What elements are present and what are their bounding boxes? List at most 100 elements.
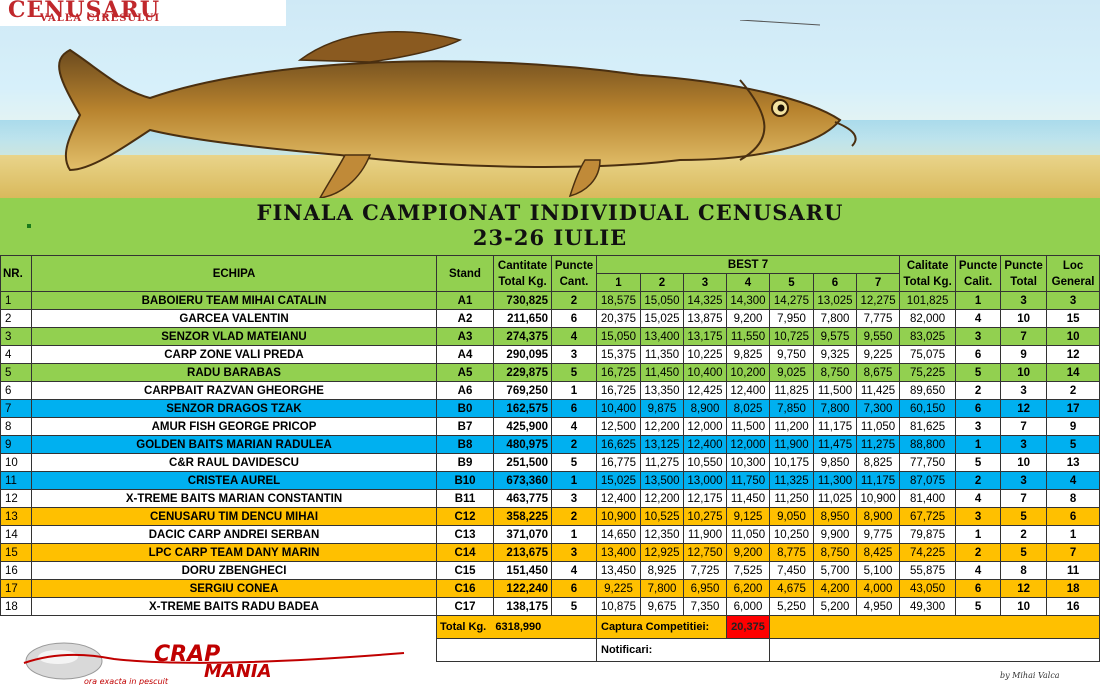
row-best-4: 11,550 (726, 327, 770, 346)
row-best-6: 9,900 (813, 525, 857, 544)
logo-text-crap: CRAP (154, 642, 220, 667)
row-best-2: 13,400 (640, 327, 684, 346)
row-puncte-calit: 1 (955, 291, 1002, 310)
row-echipa: CARP ZONE VALI PREDA (31, 345, 437, 364)
row-best-2: 7,800 (640, 579, 684, 598)
row-puncte-calit: 6 (955, 345, 1002, 364)
row-best-4: 7,525 (726, 561, 770, 580)
row-best-3: 7,350 (683, 597, 727, 616)
row-echipa: CENUSARU TIM DENCU MIHAI (31, 507, 437, 526)
row-nr: 17 (0, 579, 32, 598)
header-nr: NR. (0, 255, 32, 292)
row-best-1: 9,225 (596, 579, 641, 598)
row-loc-general: 17 (1046, 399, 1100, 418)
crapmania-logo: CRAP MANIA ora exacta in pescuit (23, 642, 405, 685)
row-nr: 14 (0, 525, 32, 544)
row-echipa: LPC CARP TEAM DANY MARIN (31, 543, 437, 562)
header-echipa: ECHIPA (31, 255, 437, 292)
row-cantitate: 274,375 (493, 327, 552, 346)
header-best-7: 7 (855, 273, 901, 292)
row-puncte-total: 3 (1000, 435, 1048, 454)
row-best-1: 12,500 (596, 417, 641, 436)
row-echipa: GOLDEN BAITS MARIAN RADULEA (31, 435, 437, 454)
row-best-5: 11,900 (769, 435, 814, 454)
row-cantitate: 371,070 (493, 525, 552, 544)
row-puncte-total: 7 (1000, 489, 1048, 508)
logo-text-mania: MANIA (204, 661, 272, 682)
row-best-6: 9,325 (813, 345, 857, 364)
row-calitate: 87,075 (899, 471, 957, 490)
row-puncte-cant: 3 (551, 543, 597, 562)
row-best-1: 15,025 (596, 471, 641, 490)
table-row: 17 SERGIU CONEA C16 122,240 6 9,225 7,800 6,950… (0, 579, 1100, 598)
row-best-5: 10,250 (769, 525, 814, 544)
row-best-7: 12,275 (855, 291, 901, 310)
row-cantitate: 730,825 (493, 291, 552, 310)
row-best-6: 4,200 (813, 579, 857, 598)
row-echipa: RADU BARABAS (31, 363, 437, 382)
row-puncte-cant: 6 (551, 309, 597, 328)
row-puncte-total: 3 (1000, 381, 1048, 400)
row-best-3: 6,950 (683, 579, 727, 598)
row-best-4: 11,050 (726, 525, 770, 544)
row-stand: C12 (436, 507, 494, 526)
row-best-2: 15,050 (640, 291, 684, 310)
row-best-7: 11,175 (855, 471, 901, 490)
header-loc-line1: Loc (1062, 259, 1084, 272)
header-calitate-line2: Total Kg. (903, 275, 952, 288)
row-echipa: GARCEA VALENTIN (31, 309, 437, 328)
row-best-7: 7,300 (855, 399, 901, 418)
row-best-7: 9,550 (855, 327, 901, 346)
header-cantitate: Cantitate Total Kg. (493, 255, 552, 292)
row-best-1: 12,400 (596, 489, 641, 508)
row-nr: 10 (0, 453, 32, 472)
row-best-5: 11,325 (769, 471, 814, 490)
row-best-3: 13,000 (683, 471, 727, 490)
row-puncte-calit: 2 (955, 381, 1002, 400)
row-best-7: 8,675 (855, 363, 901, 382)
row-stand: B10 (436, 471, 494, 490)
row-nr: 12 (0, 489, 32, 508)
row-puncte-total: 5 (1000, 543, 1048, 562)
row-best-2: 15,025 (640, 309, 684, 328)
header-best-2: 2 (640, 273, 684, 292)
row-best-1: 13,450 (596, 561, 641, 580)
row-echipa: AMUR FISH GEORGE PRICOP (31, 417, 437, 436)
header-puncte-calit-line2: Calit. (964, 275, 993, 288)
logo-subtitle: VALEA CIRESULUI (40, 13, 161, 24)
captura-value: 20,375 (726, 615, 770, 639)
header-cantitate-line2: Total Kg. (498, 275, 547, 288)
header-calitate-line1: Calitate (906, 259, 949, 272)
row-best-4: 11,750 (726, 471, 770, 490)
row-cantitate: 213,675 (493, 543, 552, 562)
row-stand: A1 (436, 291, 494, 310)
row-best-4: 11,500 (726, 417, 770, 436)
row-stand: A3 (436, 327, 494, 346)
row-nr: 2 (0, 309, 32, 328)
logo-title: CENUSARU (8, 0, 160, 23)
table-row: 11 CRISTEA AUREL B10 673,360 1 15,025 13,500 13… (0, 471, 1100, 490)
row-cantitate: 358,225 (493, 507, 552, 526)
row-puncte-cant: 1 (551, 471, 597, 490)
header-puncte-total: Puncte Total (1000, 255, 1048, 292)
row-best-3: 14,325 (683, 291, 727, 310)
table-row: 4 CARP ZONE VALI PREDA A4 290,095 3 15,375 11,… (0, 345, 1100, 364)
row-best-4: 12,400 (726, 381, 770, 400)
row-calitate: 60,150 (899, 399, 957, 418)
row-best-1: 10,875 (596, 597, 641, 616)
row-best-2: 9,875 (640, 399, 684, 418)
row-puncte-calit: 4 (955, 489, 1002, 508)
table-row: 2 GARCEA VALENTIN A2 211,650 6 20,375 15,025 13… (0, 309, 1100, 328)
row-stand: B11 (436, 489, 494, 508)
page-title: FINALA CAMPIONAT INDIVIDUAL CENUSARU (256, 200, 844, 225)
notificari-area (768, 638, 1100, 662)
row-nr: 4 (0, 345, 32, 364)
row-puncte-total: 10 (1000, 453, 1048, 472)
table-row: 3 SENZOR VLAD MATEIANU A3 274,375 4 15,050 13,… (0, 327, 1100, 346)
row-stand: C15 (436, 561, 494, 580)
row-cantitate: 251,500 (493, 453, 552, 472)
row-best-4: 8,025 (726, 399, 770, 418)
row-best-1: 13,400 (596, 543, 641, 562)
row-puncte-cant: 4 (551, 327, 597, 346)
row-loc-general: 5 (1046, 435, 1100, 454)
